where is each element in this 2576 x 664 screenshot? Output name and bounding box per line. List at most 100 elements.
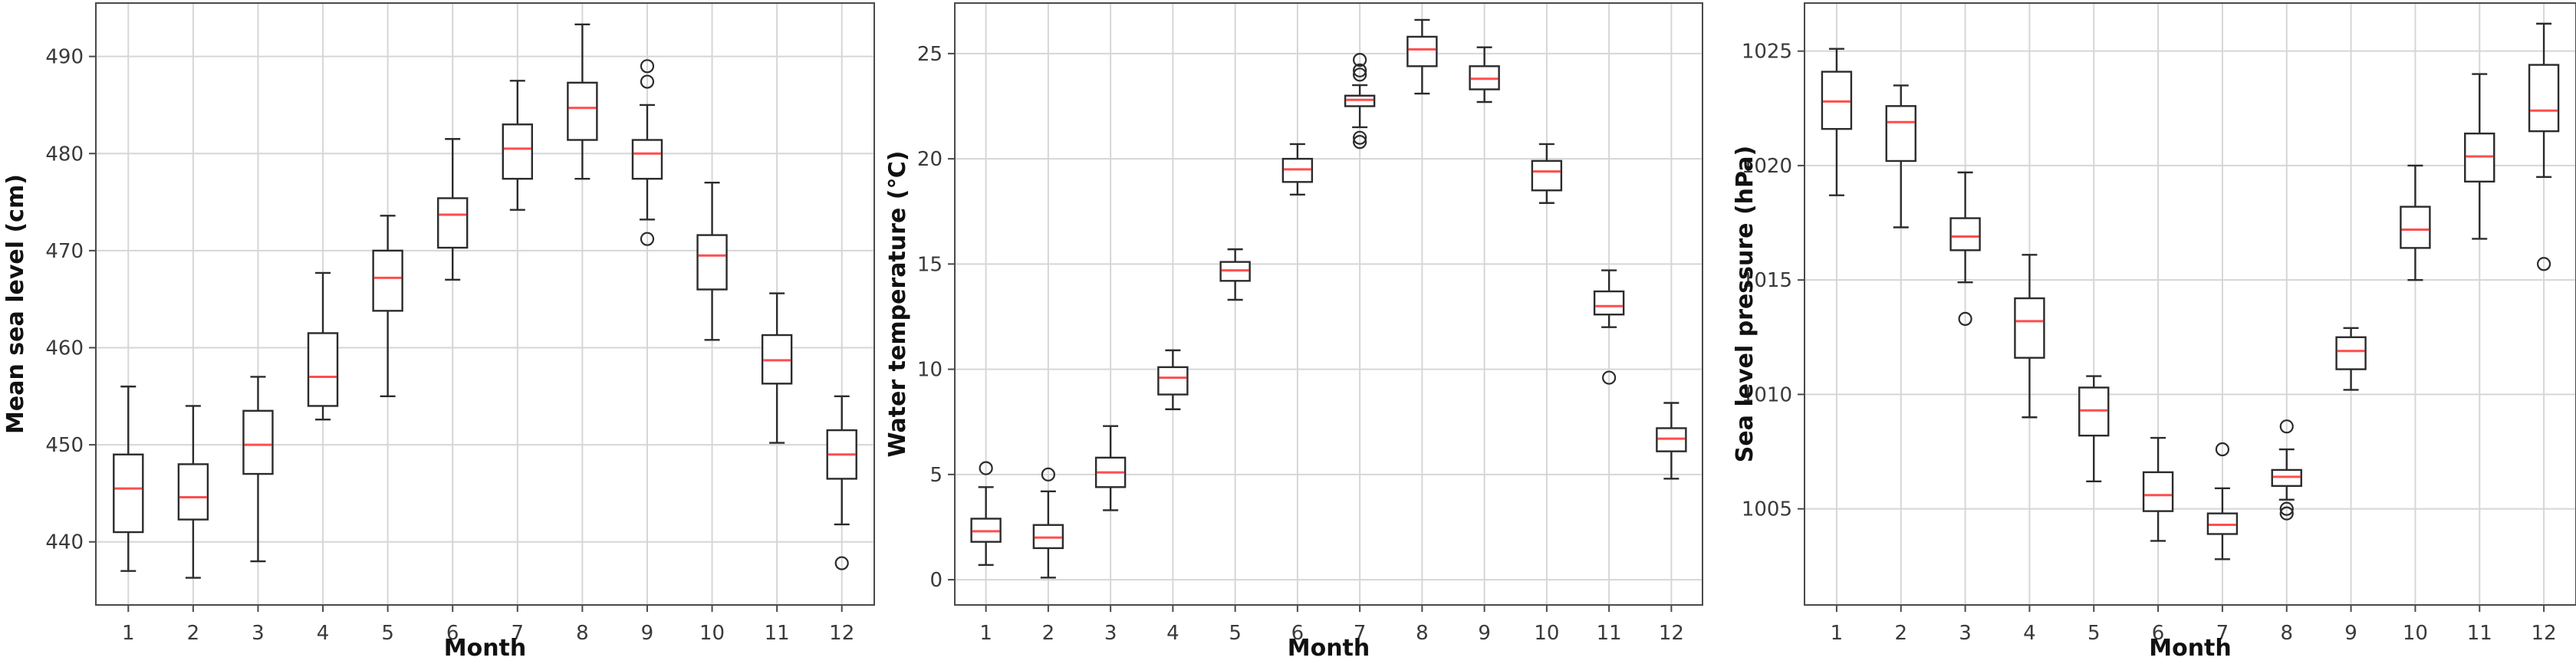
iqr-box [242,409,274,475]
plot-border [95,2,875,606]
x-tick-label: 11 [1597,622,1622,645]
x-tick-label: 10 [699,622,725,645]
y-axis-label: Mean sea level (cm) [2,174,29,434]
outlier-point [2536,257,2551,271]
y-axis-label: Water temperature (℃) [884,150,911,457]
y-tick-label: 1015 [1742,269,1792,292]
box-month-11 [1593,269,1625,385]
plot-border [954,2,1703,606]
x-tick-label: 7 [512,622,525,645]
x-tick-label: 11 [2467,622,2492,645]
x-tick-label: 1 [122,622,135,645]
y-tick-label: 0 [929,569,943,592]
box-month-3 [1094,425,1127,511]
box-month-10 [696,182,728,341]
outlier-point [1958,311,1972,327]
box-month-8 [2271,419,2302,521]
y-tick-label: 1010 [1742,383,1792,406]
box-month-6 [1281,143,1314,196]
box-month-9 [631,59,663,246]
x-axis-label: Month [444,635,527,662]
x-tick-label: 5 [1229,622,1242,645]
x-tick-label: 3 [1104,622,1117,645]
iqr-box [1157,366,1189,396]
outlier-point [979,461,993,475]
outlier-point [1602,370,1617,385]
x-tick-label: 9 [2344,622,2357,645]
iqr-box [1949,217,1981,251]
iqr-box [696,234,728,291]
x-axis-label: Month [2149,635,2232,662]
y-tick-label: 15 [917,253,943,276]
iqr-box [502,123,533,180]
y-tick-label: 450 [45,434,84,457]
x-tick-label: 8 [576,622,589,645]
plot-area [1804,2,2576,606]
box-month-10 [2400,164,2431,281]
outlier-point [1353,130,1367,145]
x-tick-label: 9 [641,622,654,645]
y-tick-label: 490 [45,46,84,69]
y-tick-label: 20 [917,148,943,171]
y-tick-label: 1020 [1742,155,1792,178]
box-month-2 [1885,84,1916,228]
x-tick-label: 7 [2216,622,2229,645]
box-month-7 [502,80,533,211]
iqr-box [1885,105,1916,163]
outlier-point [640,74,655,89]
x-tick-label: 1 [1831,622,1844,645]
iqr-box [1531,159,1563,192]
plot-area [954,2,1703,606]
x-tick-label: 1 [979,622,992,645]
iqr-box [2142,471,2174,512]
y-tick-label: 460 [45,337,84,360]
box-month-4 [307,271,339,421]
outlier-point [1041,467,1055,482]
y-tick-label: 25 [917,43,943,66]
box-month-8 [1406,18,1438,95]
outlier-point [1353,63,1367,77]
plot-border [1804,2,2576,606]
x-tick-label: 2 [187,622,200,645]
iqr-box [177,463,209,521]
box-month-3 [242,376,274,563]
plot-area [95,2,875,606]
box-month-1 [113,385,144,572]
x-tick-label: 8 [1416,622,1429,645]
outlier-point [640,232,655,246]
iqr-box [437,197,469,249]
iqr-box [2400,205,2431,249]
iqr-box [1593,290,1625,316]
outlier-point [2279,419,2294,434]
outlier-point [2215,442,2230,457]
y-tick-label: 1005 [1742,498,1792,521]
x-tick-label: 6 [2152,622,2165,645]
box-month-11 [761,292,793,444]
outlier-point [834,556,849,570]
iqr-box [2528,64,2560,133]
x-tick-label: 12 [829,622,854,645]
outlier-point [1353,135,1367,150]
y-tick-label: 470 [45,240,84,263]
x-tick-label: 12 [1659,622,1684,645]
box-month-5 [372,215,403,397]
outlier-point [1353,67,1367,82]
box-month-6 [437,138,469,281]
box-month-1 [970,461,1002,567]
x-tick-label: 4 [317,622,330,645]
box-month-1 [1821,48,1853,196]
iqr-box [1406,35,1438,67]
box-month-12 [1656,402,1687,480]
box-month-11 [2464,73,2495,240]
box-month-2 [177,405,209,579]
box-month-10 [1531,143,1563,204]
y-tick-label: 1025 [1742,41,1792,64]
outlier-point [2279,506,2294,521]
x-tick-label: 5 [2087,622,2101,645]
box-month-8 [567,23,598,180]
box-month-4 [2014,254,2045,419]
